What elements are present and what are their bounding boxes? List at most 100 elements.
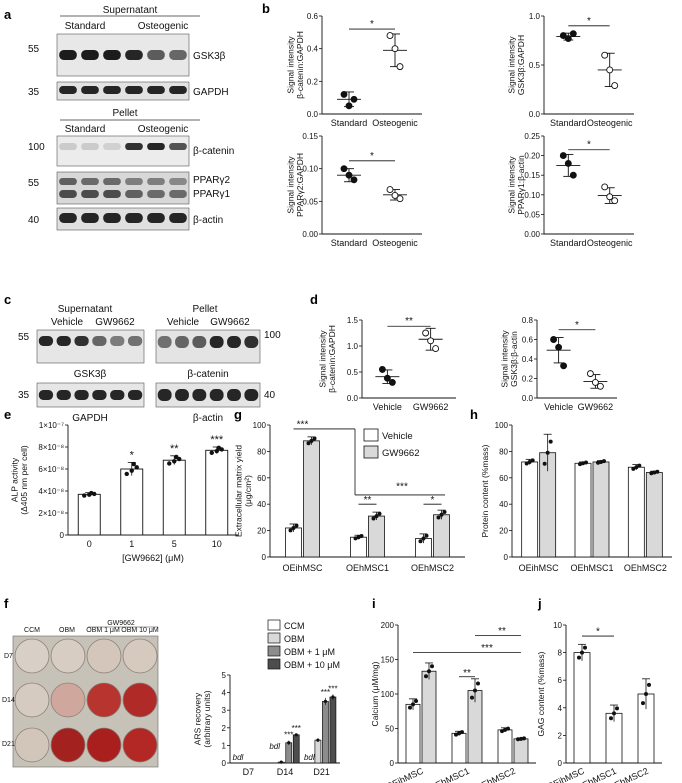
blot-label-gapdh-c: GAPDH [72,413,108,424]
legend-label: OBM + 1 μM [284,647,335,657]
data-point [411,702,415,707]
data-point [167,461,172,466]
data-point [476,681,480,686]
data-point [460,730,464,735]
x-tick-label: OEhMSC1 [428,766,471,783]
x-tick-label: Standard [331,238,368,248]
mw-40-a: 40 [28,215,40,226]
plate-col-obm-1: OBM 1 μM [86,627,120,634]
chart-e-alp: 0 2×10⁻⁸ 4×10⁻⁸ 6×10⁻⁸ 8×10⁻⁸ 1×10⁻⁷ ALP activ… [9,421,238,563]
gapdh-band [125,86,143,94]
data-point [408,705,412,710]
x-tick-label: Vehicle [373,402,402,412]
y-tick-label: 3 [222,706,227,715]
gapdh-c-band [38,390,54,400]
data-point [637,463,642,468]
plate-well [86,682,122,718]
data-point [569,30,577,38]
data-point [350,176,358,184]
gapdh-band [169,86,187,94]
y-tick-label: 4 [558,704,563,713]
bactin-band [81,213,99,223]
legend-label: GW9662 [382,448,420,459]
data-point [359,534,364,539]
bar [303,440,320,558]
data-point [340,90,348,98]
data-point [649,471,654,476]
y-tick-label: 80 [257,447,266,456]
data-point [421,536,426,541]
y-tick-label: 0.2 [307,77,319,86]
significance-label: *** [481,643,493,654]
panel-letter-j: j [537,596,542,611]
data-point [583,645,587,650]
bactin-c-band [192,389,207,401]
significance-label: * [370,151,374,162]
data-point [606,66,614,74]
bactin-c-band [175,389,189,401]
data-point [209,450,214,455]
y-axis-label: Signal intensity [506,156,516,214]
bar [350,536,367,558]
bcatenin-bands-c [157,336,259,348]
y-tick-label: 100 [253,421,267,430]
y-tick-label: 2×10⁻⁸ [38,509,64,518]
blot-label-gapdh-a: GAPDH [193,87,229,98]
significance-label: * [575,320,579,331]
bar [574,462,592,558]
x-tick-label: Osteogenic [587,118,633,128]
legend-swatch [267,632,281,644]
x-tick-label: 0 [87,539,92,549]
data-point [559,32,567,40]
blot-label-ppar1: PPARγ1 [193,189,230,200]
chart-b-gsk3b: 0.0 0.5 1.0 Signal intensity GSK3β:GAPDH Stan… [506,12,634,128]
data-point [581,461,585,466]
x-tick-label: OEhMSC1 [346,563,389,573]
bar [405,703,421,764]
data-point [345,102,353,110]
chart-g-ecm-yield: 0 20 40 60 80 100 Extracellular matrix yield (μ… [233,420,465,573]
data-point [345,171,353,179]
significance-label: * [587,140,591,151]
mw-40-c: 40 [264,390,276,401]
blot-c-gw-2: GW9662 [210,317,250,328]
data-point [500,729,504,734]
y-tick-label: 0.5 [529,61,541,70]
gsk3b-band [125,50,143,60]
ppar1-band [81,190,99,198]
ppar1-band [125,190,143,198]
gapdh-band [103,86,121,94]
data-point [555,343,563,351]
y-tick-label: 0 [262,553,267,562]
data-point [470,695,474,700]
data-point [216,445,221,451]
bactin-band [147,213,165,223]
gsk3b-c-band [127,336,143,346]
gsk3b-bands [59,50,187,60]
y-tick-label: 0.10 [524,191,540,200]
y-axis-label: PPARγ2:GAPDH [295,153,305,217]
mw-55-ppar: 55 [28,178,40,189]
data-point [548,439,553,444]
y-tick-label: 0.6 [522,336,534,345]
y-tick-label: 6 [558,676,563,685]
bar [451,732,467,764]
data-point [430,664,434,669]
data-point [356,535,361,540]
data-point [214,448,219,454]
y-tick-label: 0.20 [524,152,540,161]
plate-col-obm: OBM [59,627,75,634]
plate-well [50,682,86,718]
y-tick-label: 100 [495,421,509,430]
bar [205,449,229,536]
x-tick-label: Osteogenic [372,238,418,248]
gapdh-band [59,86,77,94]
y-tick-label: 200 [381,621,395,630]
data-point [564,159,572,167]
data-point [350,95,358,103]
bcatenin-band [81,143,99,150]
data-point [503,727,507,732]
significance-label: *** [284,731,293,740]
